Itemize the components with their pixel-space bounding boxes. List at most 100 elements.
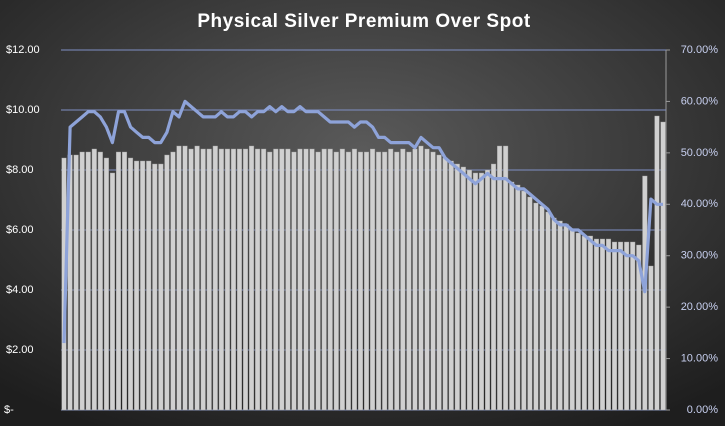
bar <box>545 211 551 411</box>
bar <box>291 151 297 411</box>
bar <box>454 163 460 411</box>
bar <box>152 163 158 411</box>
bar <box>128 157 134 411</box>
y2-tick-label: 40.00% <box>681 198 719 210</box>
bar <box>140 160 146 411</box>
bar <box>412 148 418 411</box>
bar <box>146 160 152 411</box>
bar <box>297 148 303 411</box>
bar <box>551 217 557 411</box>
bar <box>575 232 581 411</box>
bar <box>521 190 527 411</box>
bar <box>255 148 261 411</box>
bar <box>388 148 394 411</box>
bar <box>206 148 212 411</box>
bar <box>249 145 255 411</box>
bar <box>472 172 478 411</box>
bar <box>182 145 188 411</box>
y2-tick-label: 0.00% <box>687 404 718 416</box>
bar <box>563 223 569 411</box>
bar <box>103 157 109 411</box>
bar <box>430 151 436 411</box>
bar <box>618 241 624 411</box>
bar <box>339 148 345 411</box>
y2-tick-label: 50.00% <box>681 147 719 159</box>
y2-tick-label: 10.00% <box>681 352 719 364</box>
bar <box>533 202 539 411</box>
bar <box>448 160 454 411</box>
bar <box>236 148 242 411</box>
bar <box>509 181 515 411</box>
bar <box>357 151 363 411</box>
bar <box>612 241 618 411</box>
bar <box>73 154 79 411</box>
bar <box>527 196 533 411</box>
bar <box>569 229 575 411</box>
bar <box>224 148 230 411</box>
y2-tick-label: 60.00% <box>681 95 719 107</box>
bar <box>485 169 491 411</box>
bar <box>442 157 448 411</box>
bar <box>593 238 599 411</box>
bar <box>466 169 472 411</box>
bar <box>109 172 115 411</box>
bar <box>97 151 103 411</box>
bar <box>648 265 654 411</box>
bar <box>261 148 267 411</box>
bar <box>460 166 466 411</box>
y2-tick-label: 70.00% <box>681 44 719 56</box>
bar <box>327 148 333 411</box>
bar <box>557 220 563 411</box>
bar <box>79 151 85 411</box>
y2-tick-label: 30.00% <box>681 250 719 262</box>
bar <box>376 151 382 411</box>
bar <box>91 148 97 411</box>
bar <box>279 148 285 411</box>
bar <box>587 235 593 411</box>
bar <box>497 145 503 411</box>
bar <box>309 148 315 411</box>
bar <box>243 148 249 411</box>
bar <box>654 115 660 411</box>
bar <box>321 148 327 411</box>
bar <box>491 163 497 411</box>
bar <box>315 151 321 411</box>
y-tick-label: $6.00 <box>6 224 34 236</box>
bar <box>333 151 339 411</box>
y-tick-label: $12.00 <box>6 44 40 56</box>
chart-title: Physical Silver Premium Over Spot <box>197 11 530 32</box>
bar <box>424 148 430 411</box>
bar <box>418 145 424 411</box>
bar <box>122 151 128 411</box>
bar <box>345 151 351 411</box>
bar <box>624 241 630 411</box>
bar <box>134 160 140 411</box>
bar <box>267 151 273 411</box>
bar <box>581 235 587 411</box>
bar <box>212 145 218 411</box>
y-tick-label: $8.00 <box>6 164 34 176</box>
bar <box>370 148 376 411</box>
bar <box>200 148 206 411</box>
bar <box>382 151 388 411</box>
bar <box>115 151 121 411</box>
bar <box>273 148 279 411</box>
bar <box>503 145 509 411</box>
bar <box>630 241 636 411</box>
bar <box>400 148 406 411</box>
y-tick-label: $10.00 <box>6 104 40 116</box>
bar <box>364 151 370 411</box>
bar <box>158 163 164 411</box>
y-tick-label: $- <box>4 404 14 416</box>
bar <box>351 148 357 411</box>
bar <box>660 121 666 411</box>
bar <box>436 154 442 411</box>
y-tick-label: $2.00 <box>6 344 34 356</box>
y2-tick-label: 20.00% <box>681 301 719 313</box>
bar <box>176 145 182 411</box>
bar <box>218 148 224 411</box>
bar <box>606 238 612 411</box>
bar <box>188 148 194 411</box>
bar <box>230 148 236 411</box>
